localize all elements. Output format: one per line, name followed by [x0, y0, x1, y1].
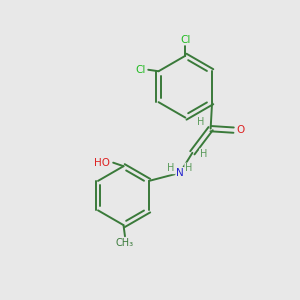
- Text: Cl: Cl: [180, 34, 190, 45]
- Text: H: H: [167, 164, 175, 173]
- Text: N: N: [176, 168, 184, 178]
- Text: CH₃: CH₃: [116, 238, 134, 248]
- Text: HO: HO: [94, 158, 110, 168]
- Text: H: H: [200, 149, 207, 159]
- Text: Cl: Cl: [135, 65, 146, 75]
- Text: H: H: [196, 117, 204, 127]
- Text: O: O: [236, 125, 244, 135]
- Text: H: H: [185, 164, 193, 173]
